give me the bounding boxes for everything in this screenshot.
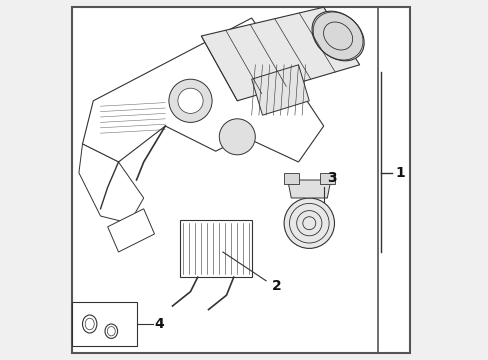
Bar	[320, 173, 334, 184]
Text: 1: 1	[395, 166, 405, 180]
Text: 3: 3	[326, 171, 336, 185]
Circle shape	[178, 88, 203, 113]
Polygon shape	[201, 7, 359, 101]
Polygon shape	[107, 209, 154, 252]
Bar	[284, 173, 298, 184]
Bar	[179, 220, 251, 277]
Text: 4: 4	[154, 317, 164, 331]
Text: 2: 2	[271, 279, 281, 293]
Polygon shape	[79, 144, 143, 223]
Polygon shape	[287, 180, 330, 198]
Polygon shape	[82, 18, 323, 162]
Polygon shape	[251, 65, 309, 115]
Ellipse shape	[311, 11, 364, 61]
Circle shape	[284, 198, 334, 248]
Bar	[72, 302, 136, 346]
Circle shape	[168, 79, 212, 122]
Circle shape	[219, 119, 255, 155]
